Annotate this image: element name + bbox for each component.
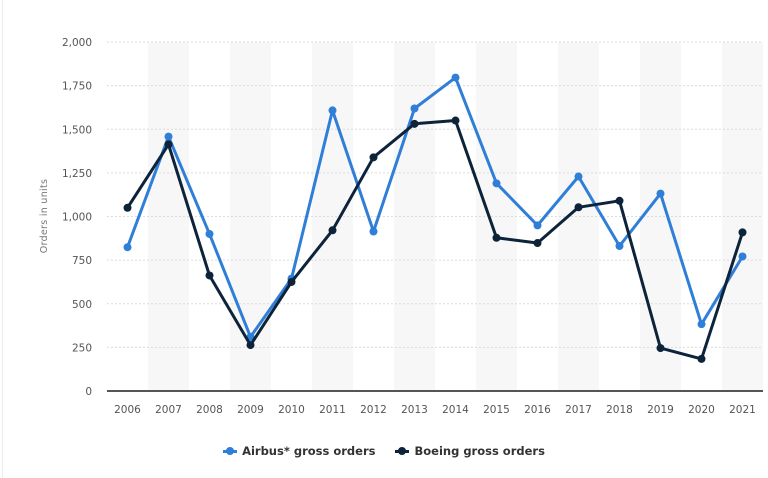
x-tick-label: 2013: [401, 404, 428, 416]
y-tick-label: 1,250: [62, 168, 92, 180]
data-point[interactable]: [164, 132, 173, 141]
data-point[interactable]: [287, 277, 296, 286]
x-tick-label: 2012: [360, 404, 387, 416]
data-point[interactable]: [410, 104, 419, 113]
y-tick-label: 500: [72, 299, 92, 311]
legend-label-boeing: Boeing gross orders: [414, 444, 545, 458]
legend-item-airbus[interactable]: Airbus* gross orders: [223, 444, 375, 458]
series-lines: [123, 73, 747, 363]
x-tick-label: 2019: [647, 404, 674, 416]
y-tick-label: 1,750: [62, 81, 92, 93]
series-line: [126, 76, 744, 339]
x-tick-label: 2009: [237, 404, 264, 416]
x-tick-label: 2007: [155, 404, 182, 416]
y-axis-label: Orders in units: [39, 179, 50, 254]
data-point[interactable]: [492, 179, 501, 188]
data-point[interactable]: [369, 227, 378, 236]
line-chart: 0 250 500 750 1,000 1,250 1,500 1,750 2,000 2006…: [39, 37, 763, 416]
legend-item-boeing[interactable]: Boeing gross orders: [395, 444, 545, 458]
data-point[interactable]: [451, 73, 460, 82]
data-point[interactable]: [410, 119, 419, 128]
boeing-marker-icon: [395, 447, 410, 455]
y-tick-label: 0: [85, 386, 92, 398]
airbus-marker-dot: [226, 447, 235, 455]
data-point[interactable]: [246, 341, 255, 350]
series-boeing[interactable]: [123, 116, 747, 363]
data-point[interactable]: [656, 344, 665, 353]
x-tick-label: 2021: [729, 404, 756, 416]
data-point[interactable]: [697, 320, 706, 329]
airbus-marker-icon: [223, 447, 238, 455]
y-tick-label: 250: [72, 342, 92, 354]
data-point[interactable]: [697, 354, 706, 363]
x-tick-label: 2015: [483, 404, 510, 416]
data-point[interactable]: [615, 241, 624, 250]
data-point[interactable]: [533, 221, 542, 230]
x-tick-label: 2014: [442, 404, 469, 416]
data-point[interactable]: [451, 116, 460, 125]
series-line: [126, 119, 744, 361]
data-point[interactable]: [123, 243, 132, 252]
y-tick-label: 750: [72, 255, 92, 267]
data-point[interactable]: [328, 106, 337, 115]
legend-label-airbus: Airbus* gross orders: [242, 444, 376, 458]
x-tick-label: 2016: [524, 404, 551, 416]
boeing-marker-dot: [398, 447, 407, 455]
data-point[interactable]: [328, 226, 337, 235]
x-tick-label: 2020: [688, 404, 715, 416]
x-tick-label: 2008: [196, 404, 223, 416]
x-tick-label: 2010: [278, 404, 305, 416]
data-point[interactable]: [492, 233, 501, 242]
y-tick-label: 2,000: [62, 37, 92, 49]
data-point[interactable]: [738, 228, 747, 237]
x-tick-label: 2017: [565, 404, 592, 416]
y-tick-label: 1,000: [62, 212, 92, 224]
legend: Airbus* gross orders Boeing gross orders: [0, 444, 768, 458]
data-point[interactable]: [205, 229, 214, 238]
data-point[interactable]: [123, 203, 132, 212]
y-axis-ticks: 0 250 500 750 1,000 1,250 1,500 1,750 2,000: [62, 37, 92, 398]
data-point[interactable]: [574, 203, 583, 212]
data-point[interactable]: [533, 239, 542, 248]
data-point[interactable]: [164, 140, 173, 149]
y-tick-label: 1,500: [62, 124, 92, 136]
data-point[interactable]: [369, 153, 378, 162]
gridlines: [107, 41, 763, 348]
x-tick-label: 2018: [606, 404, 633, 416]
data-point[interactable]: [738, 252, 747, 261]
data-point[interactable]: [656, 189, 665, 198]
data-point[interactable]: [205, 271, 214, 280]
data-point[interactable]: [615, 196, 624, 205]
x-axis-ticks: 2006 2007 2008 2009 2010 2011 2012 2013 2014 2015…: [114, 404, 756, 416]
data-point[interactable]: [574, 172, 583, 181]
x-tick-label: 2006: [114, 404, 141, 416]
x-tick-label: 2011: [319, 404, 346, 416]
